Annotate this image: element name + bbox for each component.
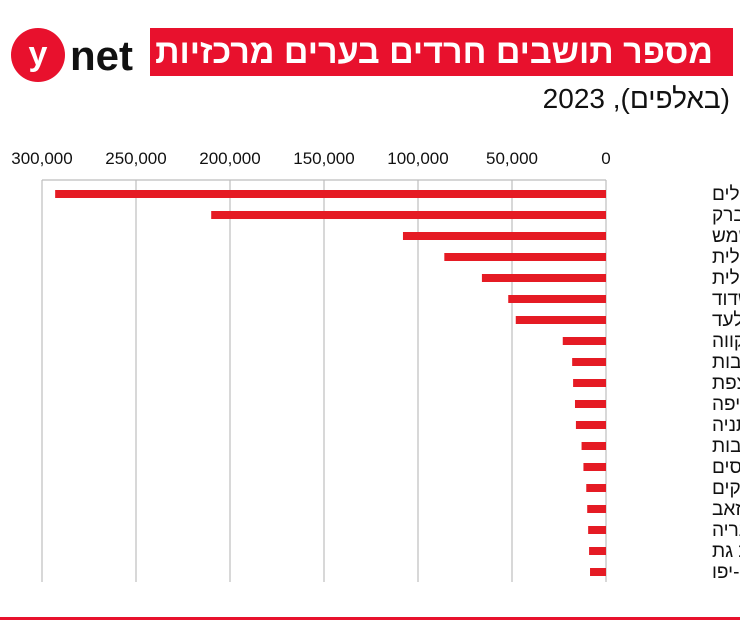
category-label: פתח תקווה	[712, 331, 740, 352]
category-label: חיפה	[712, 394, 740, 415]
bar	[588, 526, 606, 534]
category-label: רכסים	[712, 457, 740, 478]
x-tick-label: 50,000	[486, 149, 538, 168]
x-tick-labels: 0 50,000 100,000 150,000 200,000 250,000 300,0…	[11, 149, 610, 168]
bar	[562, 337, 606, 345]
bar	[589, 547, 606, 555]
bar	[575, 421, 606, 429]
bar-chart: 0 50,000 100,000 150,000 200,000 250,000 300,0…	[11, 149, 740, 583]
bar	[402, 232, 606, 240]
category-label: מודיעין עילית	[712, 247, 740, 268]
bar	[583, 463, 606, 471]
x-tick-label: 150,000	[293, 149, 354, 168]
category-label: אופקים	[712, 478, 740, 499]
chart-title: מספר תושבים חרדים בערים מרכזיות	[155, 33, 713, 71]
bar	[508, 295, 606, 303]
category-label: גבעת זאב	[712, 499, 740, 520]
bottom-rule	[0, 617, 740, 620]
category-label: ביתר עילית	[712, 268, 740, 289]
title-banner: מספר תושבים חרדים בערים מרכזיות	[150, 28, 733, 76]
bar	[581, 442, 606, 450]
x-tick-label: 200,000	[199, 149, 260, 168]
category-label: תל אביב-יפו	[712, 562, 740, 583]
logo-circle	[11, 28, 65, 82]
category-label: אשדוד	[712, 289, 740, 310]
logo-y: y	[29, 35, 48, 73]
category-label: בני ברק	[712, 205, 740, 226]
bar	[586, 484, 606, 492]
logo-net: net	[70, 32, 133, 79]
bars	[55, 190, 607, 576]
bar	[515, 316, 606, 324]
ynet-logo: y net	[11, 28, 133, 82]
bar	[572, 358, 606, 366]
bar	[573, 379, 606, 387]
x-tick-label: 100,000	[387, 149, 448, 168]
bar	[574, 400, 606, 408]
category-labels: ירושליםבני ברקבית שמשמודיעין עיליתביתר ע…	[712, 184, 740, 583]
category-label: בית שמש	[712, 226, 740, 247]
chart-subtitle: (באלפים), 2023	[542, 83, 730, 114]
bar	[590, 568, 606, 576]
category-label: ירושלים	[712, 184, 740, 205]
bar	[444, 253, 606, 261]
category-label: רחובות	[712, 436, 740, 457]
x-tick-label: 300,000	[11, 149, 72, 168]
category-label: נתיבות	[712, 352, 740, 373]
bar	[481, 274, 606, 282]
grid-lines	[41, 179, 607, 582]
category-label: קריית גת	[712, 541, 740, 562]
x-tick-label: 0	[601, 149, 610, 168]
x-tick-label: 250,000	[105, 149, 166, 168]
category-label: נתניה	[712, 415, 740, 436]
bar	[55, 190, 607, 198]
category-label: טבריה	[712, 520, 740, 541]
category-label: צפת	[712, 373, 740, 394]
bar	[587, 505, 606, 513]
bar	[211, 211, 606, 219]
category-label: אלעד	[712, 310, 740, 331]
